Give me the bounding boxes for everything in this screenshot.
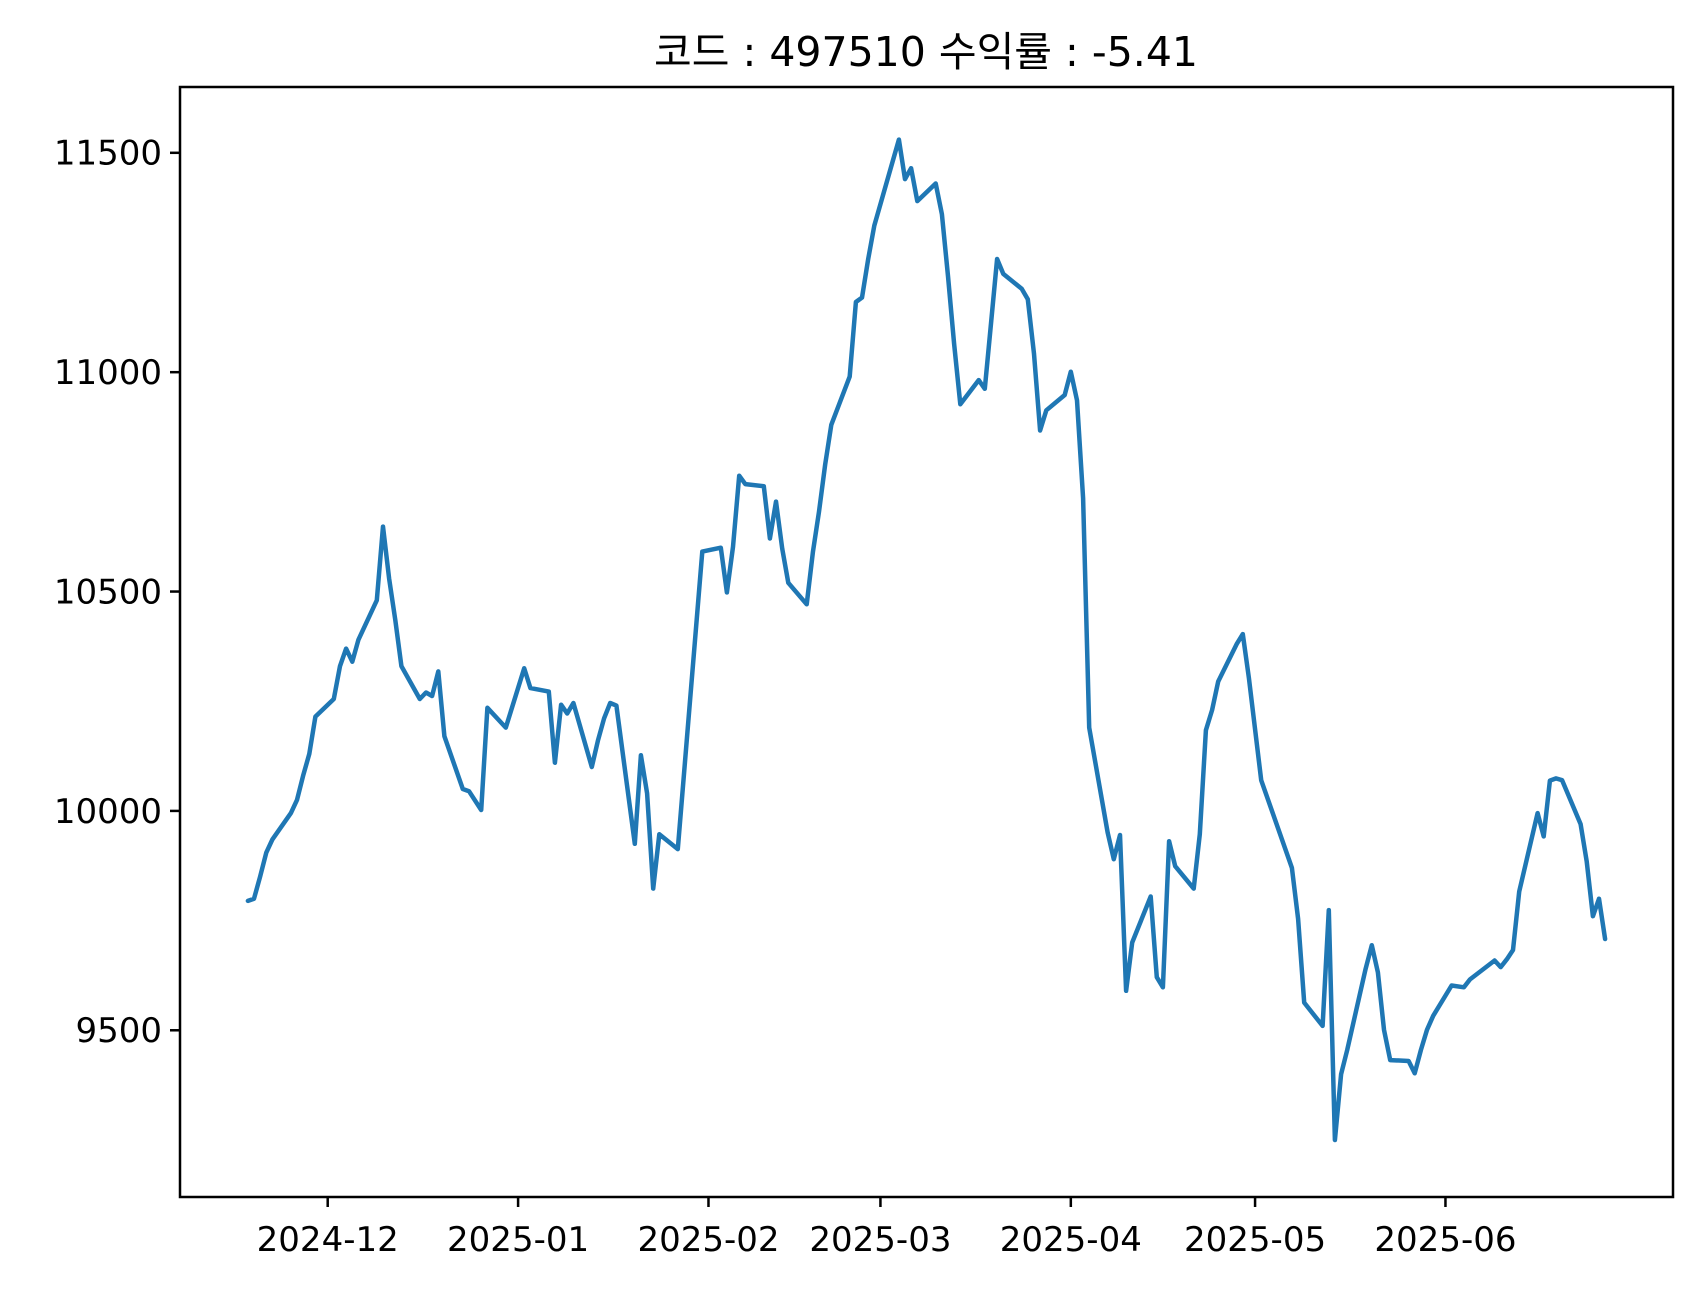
price-line <box>245 137 1608 1143</box>
x-axis-tick-label: 2025-03 <box>809 1220 951 1260</box>
axes-box <box>178 85 1675 1199</box>
x-axis-tick-label: 2025-04 <box>1000 1220 1142 1260</box>
x-axis-tick-label: 2025-02 <box>637 1220 779 1260</box>
y-axis-tick-label: 11500 <box>54 134 162 174</box>
y-axis-tick-label: 11000 <box>54 353 162 393</box>
x-axis-tick-label: 2025-01 <box>447 1220 589 1260</box>
y-axis-tick-label: 10000 <box>54 792 162 832</box>
y-axis-tick-label: 9500 <box>75 1011 162 1051</box>
x-axis-tick-label: 2025-06 <box>1374 1220 1516 1260</box>
x-axis-tick-label: 2024-12 <box>257 1220 399 1260</box>
x-axis-tick-label: 2025-05 <box>1184 1220 1326 1260</box>
y-axis-tick-label: 10500 <box>54 572 162 612</box>
chart-title: 코드 : 497510 수익률 : -5.41 <box>654 28 1198 76</box>
